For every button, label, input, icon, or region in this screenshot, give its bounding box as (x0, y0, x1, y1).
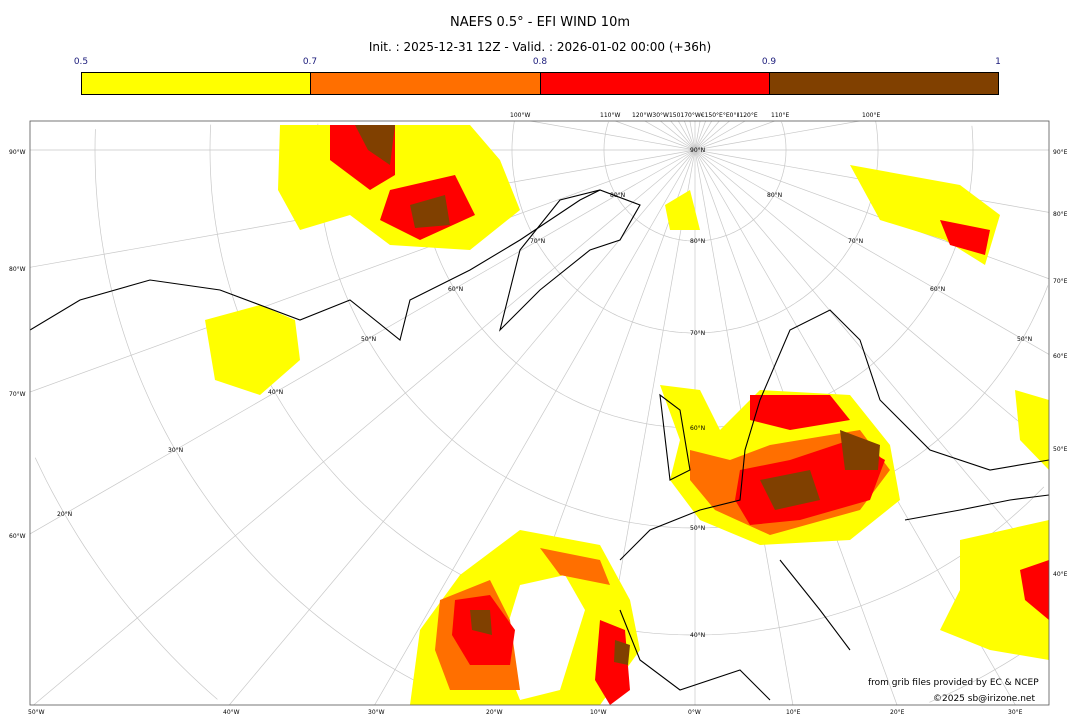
colorbar-tick: 0.7 (302, 57, 318, 67)
meridian-line (615, 121, 696, 151)
meridian-line (229, 149, 696, 705)
colorbar-segment (769, 73, 998, 94)
efi-field (205, 125, 1049, 705)
parallel-label: 70°N (690, 330, 705, 337)
top-label: 120°W30°W150170°W€150°E°E0°Ⅱ120°E (632, 112, 758, 119)
bottom-label: 10°W (590, 709, 607, 716)
parallel-label: 50°N (690, 525, 705, 532)
chart-subtitle: Init. : 2025-12-31 12Z - Valid. : 2026-0… (368, 40, 712, 54)
parallel-label: 30°N (168, 447, 183, 454)
left-label: 80°W (9, 266, 26, 273)
meridian-line (660, 121, 696, 151)
colorbar-tick: 0.9 (761, 57, 777, 67)
chart-title: NAEFS 0.5° - EFI WIND 10m (449, 15, 630, 30)
parallel-label: 80°N (767, 192, 782, 199)
parallel-label: 70°N (848, 238, 863, 245)
parallel-label: 60°N (448, 286, 463, 293)
meridian-line (694, 149, 1049, 355)
meridian-line (694, 149, 1049, 448)
colorbar-segment (311, 73, 541, 94)
bottom-label: 30°E (1008, 709, 1023, 716)
parallel-line (316, 123, 1049, 529)
meridian-line (694, 121, 730, 151)
left-label: 90°W (9, 149, 26, 156)
meridian-line (644, 121, 696, 151)
parallel-line (603, 121, 787, 242)
parallel-label: 90°N (690, 147, 705, 154)
meridian-line (694, 121, 706, 151)
meridian-line (694, 121, 860, 151)
parallel-line (34, 457, 218, 700)
left-label: 60°W (9, 533, 26, 540)
meridian-line (677, 121, 696, 151)
bottom-label: 0°W (688, 709, 701, 716)
parallel-line (511, 121, 879, 334)
parallel-label: 20°N (57, 511, 72, 518)
meridian-line (684, 121, 696, 151)
top-label: 100°E (862, 112, 880, 119)
bottom-label: 50°W (28, 709, 45, 716)
right-label: 60°E (1053, 353, 1068, 360)
right-label: 40°E (1053, 571, 1068, 578)
meridian-line (694, 121, 746, 151)
bottom-label: 20°E (890, 709, 905, 716)
meridian-line (694, 121, 713, 151)
colorbar (81, 72, 999, 95)
meridian-line (689, 121, 696, 151)
right-label: 50°E (1053, 446, 1068, 453)
meridian-line (530, 121, 696, 151)
parallel-label: 60°N (690, 425, 705, 432)
left-label: 70°W (9, 391, 26, 398)
colorbar-tick: 0.5 (73, 57, 89, 67)
bottom-label: 40°W (223, 709, 240, 716)
axis-labels: 90°W 80°W 70°W 60°W 90°E 80°E 70°E 60°E … (9, 112, 1068, 716)
parallel-label: 50°N (1017, 336, 1032, 343)
bottom-label: 20°W (486, 709, 503, 716)
right-label: 80°E (1053, 211, 1068, 218)
right-label: 90°E (1053, 149, 1068, 156)
top-label: 100°W (510, 112, 530, 119)
meridian-line (694, 121, 720, 151)
parallel-label: 60°N (930, 286, 945, 293)
copyright: ©2025 sb@irizone.net (933, 694, 1035, 704)
parallel-labels: 90°N 80°N 70°N 60°N 50°N 40°N 80°N 70°N 60°N 50°N… (57, 147, 1032, 639)
meridian-line (33, 149, 696, 705)
meridian-line (694, 121, 701, 151)
right-label: 70°E (1053, 278, 1068, 285)
parallel-label: 40°N (268, 389, 283, 396)
parallel-label: 40°N (690, 632, 705, 639)
meridian-line (694, 149, 1049, 573)
top-label: 110°E (771, 112, 789, 119)
bottom-label: 10°E (786, 709, 801, 716)
colorbar-segment (82, 73, 312, 94)
meridian-line (670, 121, 696, 151)
meridian-line (30, 149, 696, 535)
parallel-label: 80°N (690, 238, 705, 245)
meridian-line (30, 149, 696, 393)
meridian-line (374, 149, 696, 705)
meridian-line (694, 121, 775, 151)
colorbar-tick: 1 (995, 57, 1001, 67)
parallel-label: 80°N (610, 192, 625, 199)
top-label: 110°W (600, 112, 620, 119)
coastlines (30, 189, 1049, 701)
colorbar-segment (540, 73, 770, 94)
bottom-label: 30°W (368, 709, 385, 716)
meridian-line (694, 149, 1049, 280)
parallel-label: 50°N (361, 336, 376, 343)
colorbar-tick: 0.8 (532, 57, 548, 67)
parallel-label: 70°N (530, 238, 545, 245)
source-credit: from grib files provided by EC & NCEP (868, 678, 1039, 688)
